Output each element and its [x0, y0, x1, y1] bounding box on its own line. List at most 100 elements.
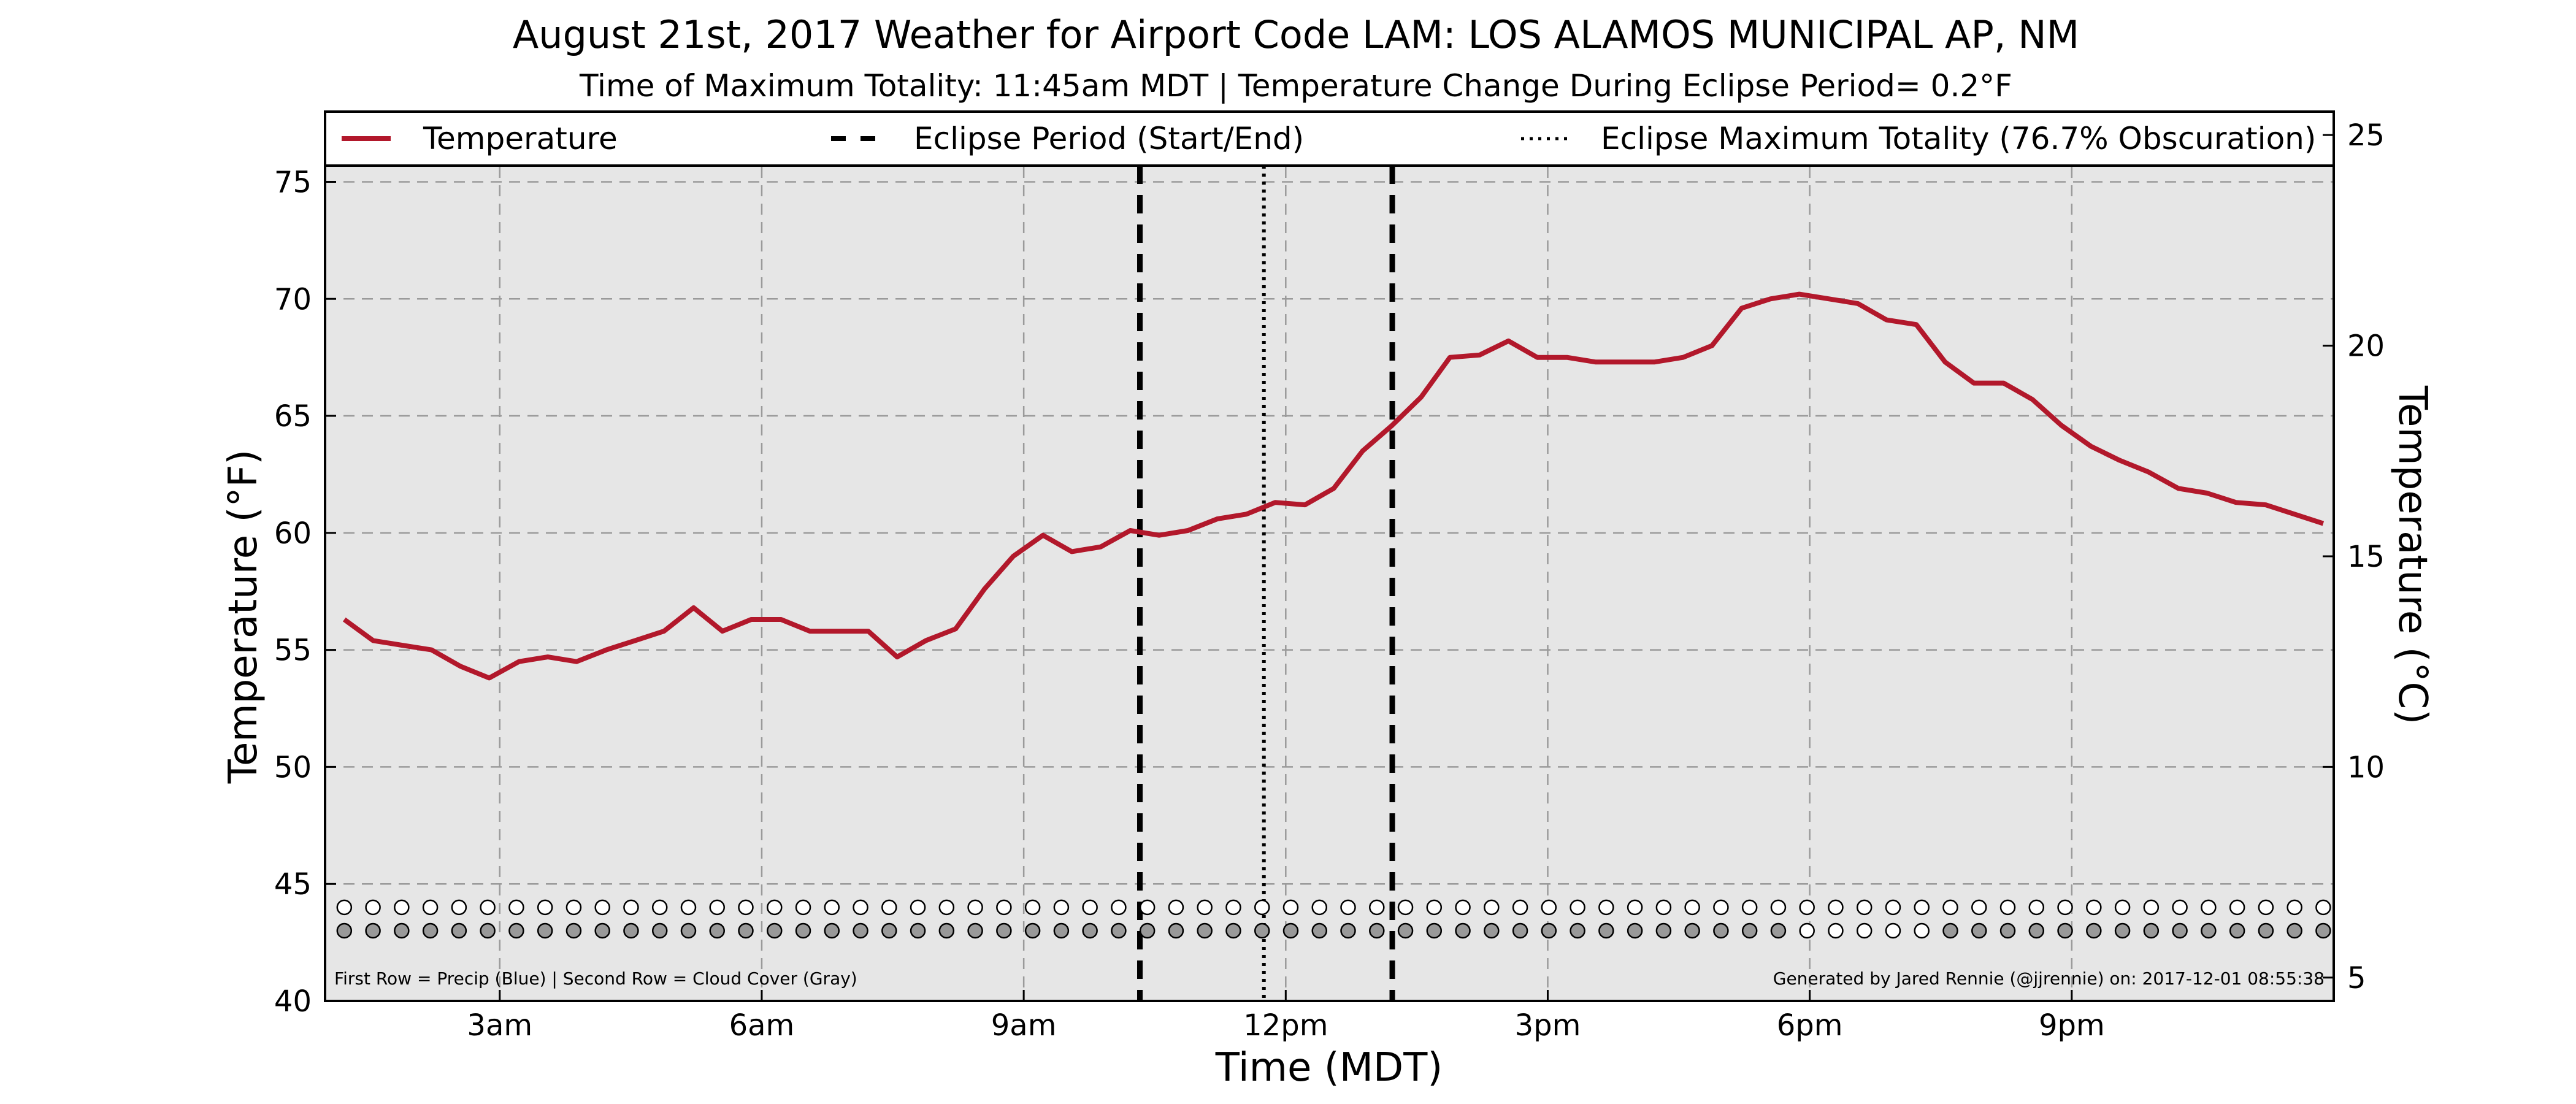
precip-marker [480, 899, 496, 916]
precip-marker [1684, 899, 1700, 916]
precip-marker [1225, 899, 1241, 916]
precip-marker [1024, 899, 1041, 916]
cloud-cover-marker [1455, 922, 1471, 939]
cloud-cover-marker [537, 922, 553, 939]
x-tick-label: 12pm [1243, 1008, 1328, 1043]
cloud-cover-marker [881, 922, 897, 939]
y-tick-label: 65 [274, 399, 312, 434]
precip-marker [594, 899, 610, 916]
cloud-cover-marker [1713, 922, 1729, 939]
cloud-cover-marker [853, 922, 868, 939]
precip-marker [623, 899, 639, 916]
precip-marker [1139, 899, 1156, 916]
cloud-cover-marker [1397, 922, 1414, 939]
precip-marker [680, 899, 697, 916]
precip-marker [1455, 899, 1471, 916]
cloud-cover-marker [2201, 922, 2217, 939]
precip-marker [1311, 899, 1327, 916]
cloud-cover-marker [1225, 922, 1241, 939]
cloud-cover-marker [1885, 922, 1901, 939]
cloud-cover-marker [1197, 922, 1213, 939]
cloud-cover-marker [2315, 922, 2331, 939]
grid [325, 112, 2334, 1001]
cloud-cover-marker [1512, 922, 1528, 939]
cloud-cover-marker [1168, 922, 1184, 939]
cloud-cover-marker [1627, 922, 1643, 939]
cloud-cover-marker [795, 922, 811, 939]
precip-marker [967, 899, 983, 916]
precip-marker [651, 899, 668, 916]
cloud-cover-marker [996, 922, 1012, 939]
y-right-tick-label: 15 [2347, 540, 2385, 574]
cloud-cover-marker [365, 922, 381, 939]
cloud-cover-marker [1369, 922, 1385, 939]
y-right-tick-label: 20 [2347, 329, 2385, 364]
precip-marker [1799, 899, 1815, 916]
precip-marker [1168, 899, 1184, 916]
eclipse-lines [1137, 166, 1395, 1001]
cloud-cover-marker [680, 922, 697, 939]
y-right-tick-label: 25 [2347, 118, 2385, 153]
precip-marker [2201, 899, 2217, 916]
precip-marker [1053, 899, 1070, 916]
y-tick-label: 75 [274, 165, 312, 199]
precip-cloud-rows [336, 899, 2331, 939]
cloud-cover-marker [1856, 922, 1873, 939]
cloud-cover-marker [1828, 922, 1844, 939]
chart-title: August 21st, 2017 Weather for Airport Co… [513, 12, 2079, 57]
cloud-cover-marker [508, 922, 524, 939]
cloud-cover-marker [623, 922, 639, 939]
precip-marker [2114, 899, 2131, 916]
y-right-tick-label: 5 [2347, 961, 2366, 995]
cloud-cover-marker [1684, 922, 1700, 939]
precip-marker [738, 899, 754, 916]
cloud-cover-marker [1426, 922, 1443, 939]
footer-right-note: Generated by Jared Rennie (@jjrennie) on… [1773, 968, 2325, 989]
cloud-cover-marker [394, 922, 410, 939]
precip-marker [1828, 899, 1844, 916]
cloud-cover-marker [738, 922, 754, 939]
cloud-cover-marker [480, 922, 496, 939]
axis-ticks: 40 45 50 55 60 65 70 75 3am 6am 9am 12pm 3pm 6pm 9pm 5 1… [274, 118, 2385, 1043]
cloud-cover-marker [1741, 922, 1758, 939]
precip-marker [2315, 899, 2331, 916]
precip-marker [1369, 899, 1385, 916]
precip-marker [565, 899, 582, 916]
cloud-cover-marker [2086, 922, 2102, 939]
precip-marker [1512, 899, 1528, 916]
cloud-cover-marker [1598, 922, 1614, 939]
cloud-cover-marker [1282, 922, 1299, 939]
temperature-line [342, 291, 2325, 681]
cloud-cover-marker [910, 922, 926, 939]
precip-marker [1655, 899, 1672, 916]
cloud-cover-marker [2057, 922, 2073, 939]
precip-marker [2086, 899, 2102, 916]
precip-marker [365, 899, 381, 916]
chart-subtitle: Time of Maximum Totality: 11:45am MDT | … [579, 68, 2012, 104]
precip-marker [2057, 899, 2073, 916]
cloud-cover-marker [565, 922, 582, 939]
precip-marker [1627, 899, 1643, 916]
precip-marker [1484, 899, 1500, 916]
precip-marker [1197, 899, 1213, 916]
precip-marker [508, 899, 524, 916]
cloud-cover-marker [1024, 922, 1041, 939]
cloud-cover-marker [2143, 922, 2160, 939]
cloud-cover-marker [1053, 922, 1070, 939]
cloud-cover-marker [1999, 922, 2016, 939]
precip-marker [1770, 899, 1787, 916]
cloud-cover-marker [1942, 922, 1958, 939]
precip-marker [1282, 899, 1299, 916]
cloud-cover-marker [1340, 922, 1356, 939]
x-tick-label: 9pm [2039, 1008, 2105, 1043]
y-tick-label: 70 [274, 282, 312, 316]
cloud-cover-marker [1311, 922, 1327, 939]
cloud-cover-marker [1254, 922, 1270, 939]
precip-marker [1999, 899, 2016, 916]
precip-marker [1340, 899, 1356, 916]
x-tick-label: 3am [467, 1008, 532, 1043]
cloud-cover-marker [1799, 922, 1815, 939]
x-tick-label: 3pm [1515, 1008, 1581, 1043]
cloud-cover-marker [938, 922, 955, 939]
temperature-series [342, 291, 2325, 681]
